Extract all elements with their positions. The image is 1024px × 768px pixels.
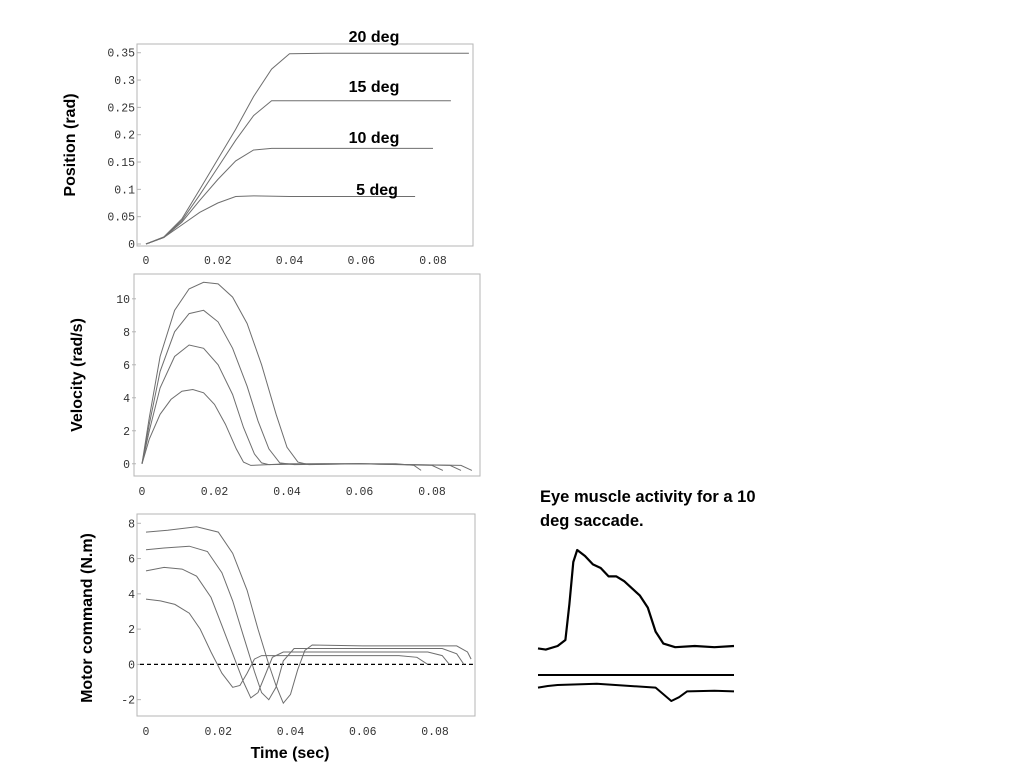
y-tick-label: 0.15: [107, 157, 135, 170]
velocity-panel: 0 2 4 6 8 10 0 0.02 0.04 0.06 0.08 Velocity (rad/s…: [69, 273, 481, 499]
y-tick-label: 0.1: [114, 184, 135, 197]
emg-title: Eye muscle activity for a 10 deg saccade…: [540, 488, 756, 530]
series-curve-1: [145, 195, 416, 245]
y-tick-label: 6: [128, 554, 135, 567]
motor-curves: [140, 526, 473, 705]
y-tick-label: 8: [123, 327, 130, 340]
y-tick-label: -2: [121, 695, 135, 708]
emg-recording: [537, 548, 735, 702]
y-tick-label: 8: [128, 518, 135, 531]
y-tick-label: 6: [123, 360, 130, 373]
motor-ticks: -2 0 2 4 6 8 0 0.02 0.04 0.06 0.08: [121, 518, 449, 739]
series-curve-1: [145, 598, 429, 688]
emg-antagonist-trace: [537, 682, 735, 702]
series-curve-3: [145, 545, 465, 701]
y-tick-label: 2: [123, 426, 130, 439]
series-curve-2: [145, 147, 433, 245]
x-tick-label: 0.04: [277, 726, 305, 739]
y-tick-label: 0: [128, 659, 135, 672]
x-tick-label: 0.04: [273, 486, 301, 499]
x-tick-label: 0.08: [418, 486, 446, 499]
x-tick-label: 0.06: [347, 255, 375, 268]
motor-y-label: Motor command (N.m): [79, 533, 96, 703]
series-curve-2: [141, 344, 444, 471]
motor-plot-frame: [136, 513, 476, 717]
x-tick-label: 0.02: [204, 726, 232, 739]
x-tick-label: 0.06: [346, 486, 374, 499]
x-tick-label: 0: [139, 486, 146, 499]
y-tick-label: 0.3: [114, 75, 135, 88]
position-ticks: 0 0.05 0.1 0.15 0.2 0.25 0.3 0.35 0 0.02 0.04 0.06 0…: [107, 48, 447, 268]
x-tick-label: 0: [143, 255, 150, 268]
y-tick-label: 0: [123, 459, 130, 472]
label-15-deg: 15 deg: [349, 79, 400, 96]
series-curve-4: [145, 52, 469, 245]
x-tick-label: 0.02: [204, 255, 232, 268]
position-y-label: Position (rad): [62, 93, 79, 196]
position-panel: 0 0.05 0.1 0.15 0.2 0.25 0.3 0.35 0 0.02 0.04 0.06 0…: [62, 29, 474, 268]
series-curve-4: [145, 526, 472, 705]
label-20-deg: 20 deg: [349, 29, 400, 46]
series-curve-4: [141, 281, 473, 471]
y-tick-label: 0: [128, 239, 135, 252]
x-tick-label: 0.04: [276, 255, 304, 268]
y-tick-label: 0.35: [107, 48, 135, 61]
x-tick-label: 0.08: [421, 726, 449, 739]
y-tick-label: 10: [116, 294, 130, 307]
velocity-ticks: 0 2 4 6 8 10 0 0.02 0.04 0.06 0.08: [116, 294, 446, 499]
velocity-y-label: Velocity (rad/s): [69, 318, 86, 432]
emg-agonist-trace: [537, 548, 735, 651]
x-tick-label: 0: [143, 726, 150, 739]
y-tick-label: 0.2: [114, 130, 135, 143]
y-tick-label: 0.25: [107, 102, 135, 115]
velocity-curves: [141, 281, 473, 471]
series-curve-3: [145, 100, 451, 245]
y-tick-label: 4: [123, 393, 130, 406]
y-tick-label: 2: [128, 624, 135, 637]
label-10-deg: 10 deg: [349, 130, 400, 147]
time-x-label: Time (sec): [251, 745, 330, 762]
label-5-deg: 5 deg: [356, 182, 398, 199]
position-curves: [145, 52, 469, 245]
series-curve-2: [145, 566, 450, 699]
x-tick-label: 0.08: [419, 255, 447, 268]
position-plot-frame: [136, 43, 474, 247]
velocity-plot-frame: [133, 273, 481, 477]
y-tick-label: 0.05: [107, 212, 135, 225]
motor-panel: -2 0 2 4 6 8 0 0.02 0.04 0.06 0.08 Motor command (…: [79, 513, 476, 762]
x-tick-label: 0.02: [201, 486, 229, 499]
y-tick-label: 4: [128, 589, 135, 602]
x-tick-label: 0.06: [349, 726, 377, 739]
